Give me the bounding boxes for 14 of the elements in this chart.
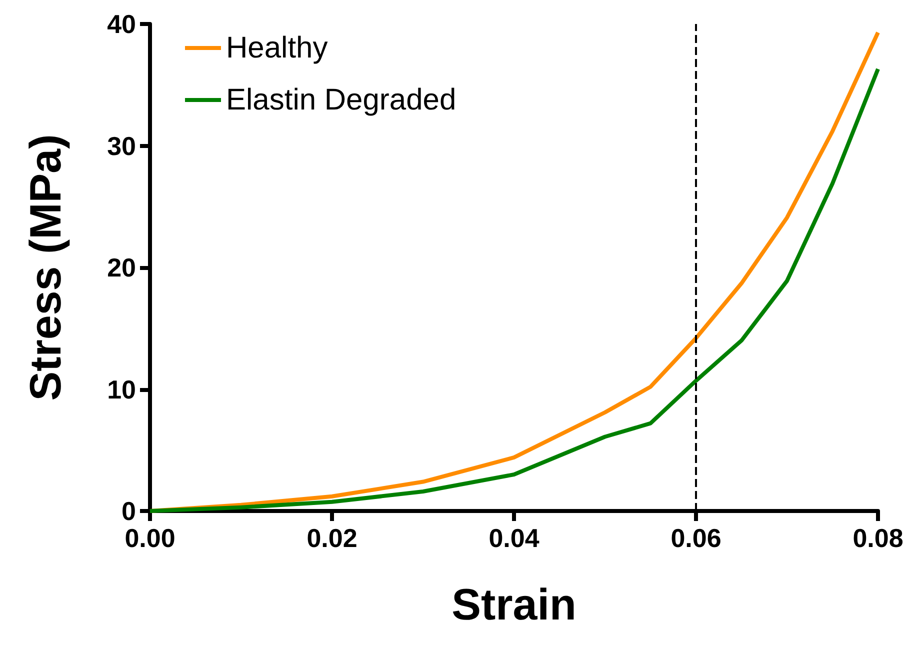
x-tick-label: 0.04: [488, 523, 540, 553]
x-tick-label: 0.08: [852, 523, 904, 553]
x-axis-title: Strain: [452, 580, 576, 630]
legend-label: Healthy: [226, 32, 328, 64]
y-axis-title: Stress (MPa): [22, 134, 70, 401]
y-tick-label: 40: [107, 9, 136, 39]
y-tick-label: 20: [107, 252, 136, 282]
x-tick-label: 0.00: [124, 523, 176, 553]
x-tick-label: 0.02: [306, 523, 358, 553]
x-tick-label: 0.06: [670, 523, 722, 553]
y-tick-label: 0: [122, 496, 136, 526]
y-tick-label: 10: [107, 374, 136, 404]
y-tick-label: 30: [107, 130, 136, 161]
legend-label: Elastin Degraded: [226, 84, 456, 116]
